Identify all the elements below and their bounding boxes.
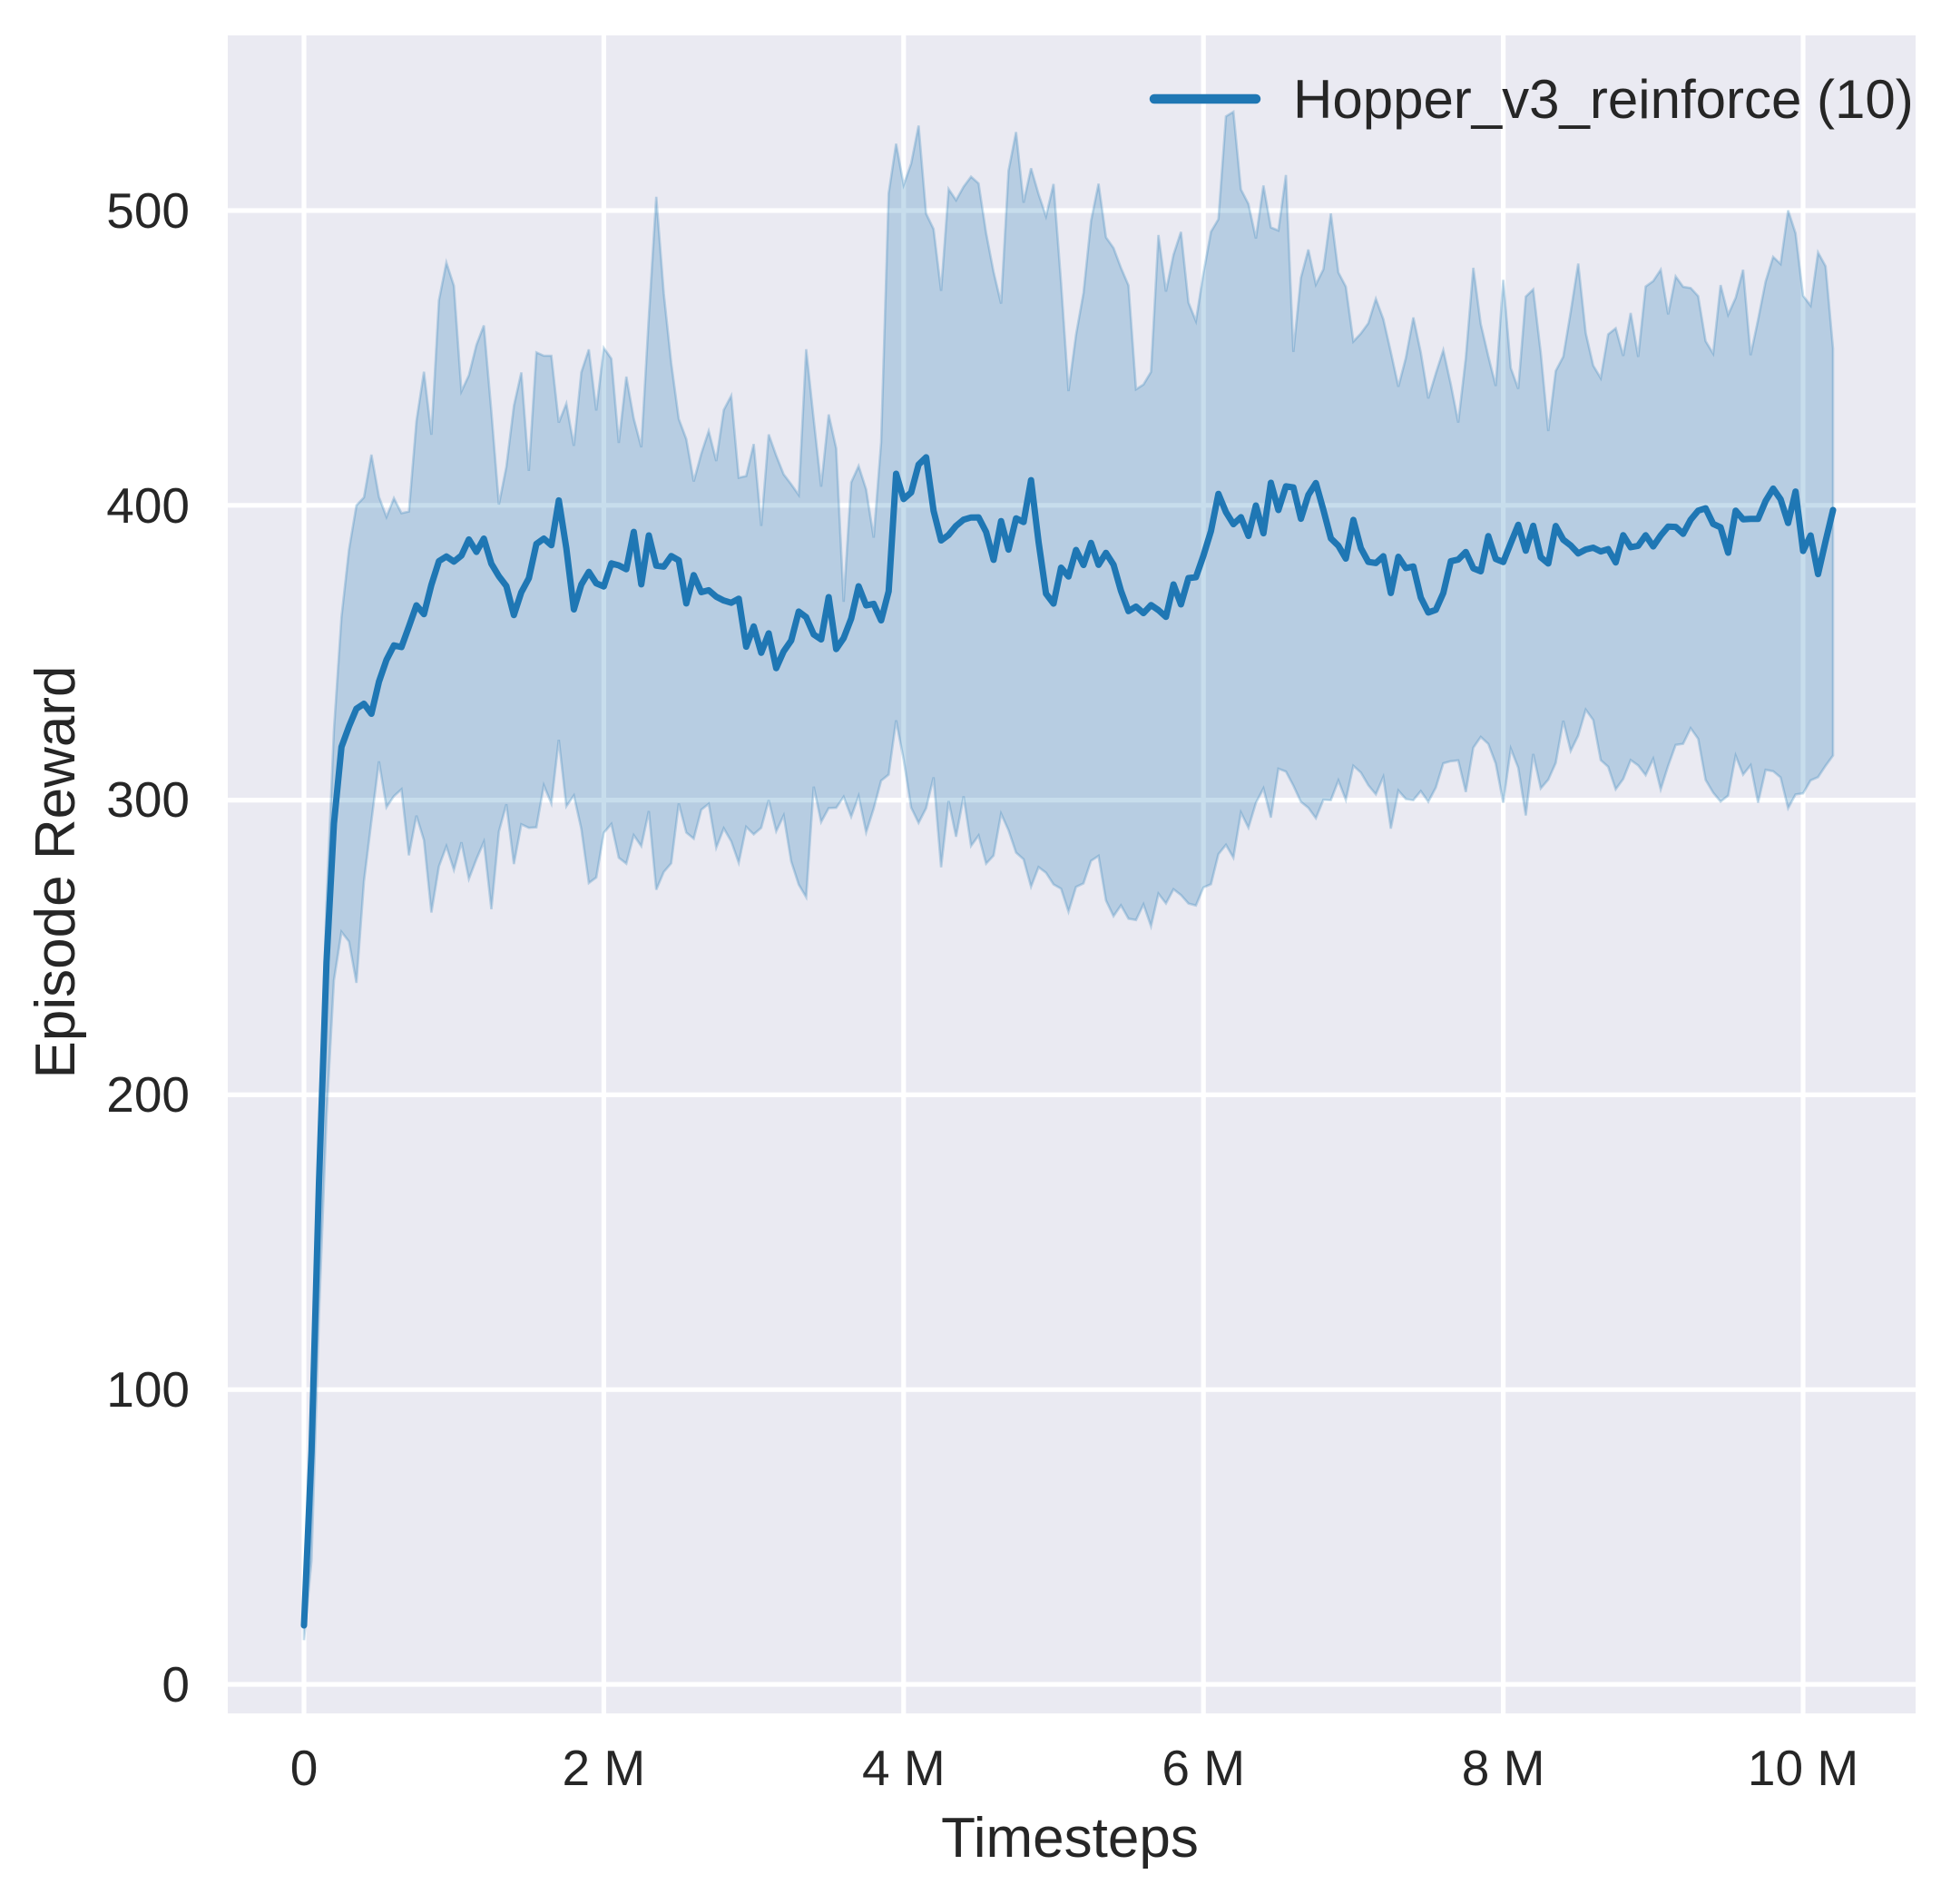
svg-text:500: 500 — [106, 182, 190, 239]
svg-text:300: 300 — [106, 771, 190, 828]
svg-text:0: 0 — [162, 1656, 190, 1713]
svg-text:0: 0 — [290, 1740, 319, 1796]
svg-text:6 M: 6 M — [1162, 1740, 1245, 1796]
svg-text:Timesteps: Timesteps — [941, 1807, 1199, 1870]
svg-text:8 M: 8 M — [1462, 1740, 1545, 1796]
svg-text:2 M: 2 M — [563, 1740, 646, 1796]
svg-text:4 M: 4 M — [862, 1740, 946, 1796]
svg-text:100: 100 — [106, 1361, 190, 1418]
svg-text:200: 200 — [106, 1066, 190, 1123]
svg-text:400: 400 — [106, 477, 190, 534]
svg-text:10 M: 10 M — [1748, 1740, 1858, 1796]
svg-text:Hopper_v3_reinforce (10): Hopper_v3_reinforce (10) — [1293, 69, 1914, 130]
svg-text:Episode Reward: Episode Reward — [25, 666, 87, 1079]
